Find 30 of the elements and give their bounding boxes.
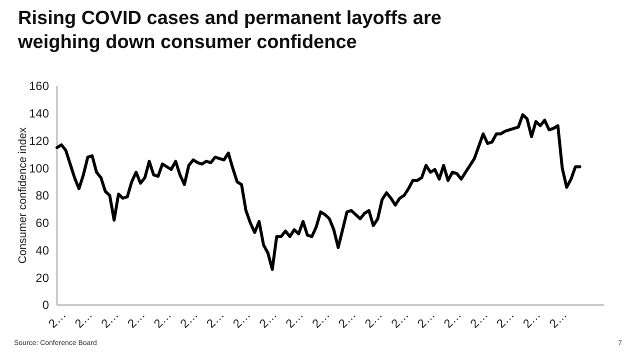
x-tick-label: 2… — [309, 308, 332, 331]
x-tick-label: 2… — [72, 308, 96, 331]
x-tick-label: 2… — [230, 308, 254, 331]
x-tick-label: 2… — [256, 308, 280, 331]
line-series — [56, 113, 582, 271]
x-tick-label: 2… — [204, 308, 227, 331]
x-tick-label: 2… — [388, 308, 412, 331]
x-tick-label: 2… — [546, 308, 570, 331]
y-tick-label: 160 — [28, 79, 50, 94]
chart-title: Rising COVID cases and permanent layoffs are weighing down consumer confidence — [17, 8, 442, 53]
y-axis-title: Consumer confidence index — [17, 126, 29, 264]
y-tick-label: 140 — [28, 106, 50, 121]
x-tick-label: 2… — [98, 308, 122, 331]
x-tick-label: 2… — [414, 308, 438, 331]
x-tick-label: 2… — [467, 308, 490, 331]
x-tick-label: 2… — [151, 308, 174, 331]
x-tick-label: 2… — [362, 308, 386, 331]
y-tick-label: 40 — [36, 243, 50, 258]
x-tick-label: 2… — [520, 308, 544, 331]
y-tick-label: 80 — [36, 188, 50, 203]
x-tick-label: 2… — [441, 308, 464, 331]
x-tick-label: 2… — [177, 308, 201, 331]
y-tick-label: 60 — [36, 216, 50, 230]
x-tick-label: 2… — [282, 308, 306, 331]
x-tick-label: 2… — [124, 308, 148, 331]
y-tick-label: 100 — [28, 161, 50, 176]
x-tick-label: 2… — [494, 308, 517, 331]
x-tick-label: 2… — [336, 308, 359, 331]
y-tick-label: 120 — [28, 134, 50, 148]
y-tick-label: 20 — [36, 270, 50, 285]
